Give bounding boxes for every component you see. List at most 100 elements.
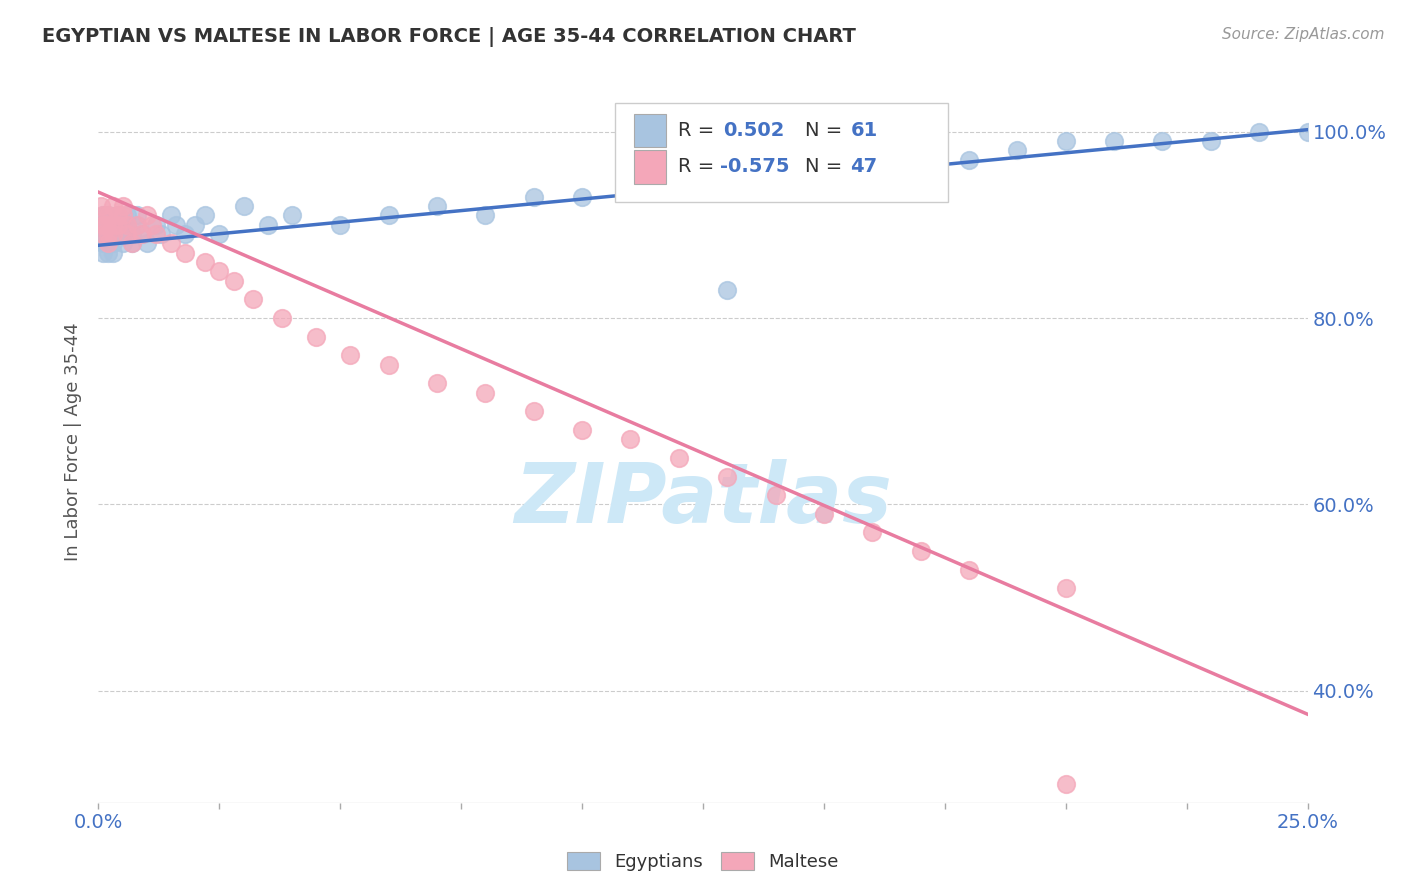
Point	[523, 404, 546, 418]
Point	[150, 227, 173, 241]
Point	[97, 245, 120, 260]
Point	[174, 227, 197, 241]
Point	[1199, 134, 1222, 148]
Point	[194, 255, 217, 269]
Point	[135, 209, 157, 223]
Point	[121, 227, 143, 241]
FancyBboxPatch shape	[614, 103, 949, 202]
Point	[101, 236, 124, 251]
Point	[111, 236, 134, 251]
Point	[160, 209, 183, 223]
Point	[117, 218, 139, 232]
Point	[194, 209, 217, 223]
Point	[145, 227, 167, 241]
Point	[127, 209, 149, 223]
Point	[716, 469, 738, 483]
Point	[474, 385, 496, 400]
Point	[94, 236, 117, 251]
Text: ZIPatlas: ZIPatlas	[515, 458, 891, 540]
Point	[107, 209, 129, 223]
Point	[716, 171, 738, 186]
Point	[141, 218, 163, 232]
Point	[222, 274, 245, 288]
Point	[91, 209, 114, 223]
Point	[242, 293, 264, 307]
Point	[101, 227, 124, 241]
Point	[117, 218, 139, 232]
Point	[111, 227, 134, 241]
Point	[523, 190, 546, 204]
Point	[101, 218, 124, 232]
Point	[910, 544, 932, 558]
Point	[121, 236, 143, 251]
Point	[1054, 582, 1077, 596]
Text: R =: R =	[678, 121, 720, 140]
Point	[107, 218, 129, 232]
Point	[97, 209, 120, 223]
Point	[127, 218, 149, 232]
Point	[426, 199, 449, 213]
Text: N =: N =	[804, 158, 848, 177]
Point	[117, 209, 139, 223]
Point	[339, 348, 361, 362]
Point	[208, 227, 231, 241]
Point	[571, 190, 593, 204]
Point	[813, 507, 835, 521]
Point	[813, 161, 835, 176]
Point	[91, 227, 114, 241]
Point	[860, 525, 883, 540]
Point	[1152, 134, 1174, 148]
Point	[97, 236, 120, 251]
Point	[1296, 124, 1319, 138]
Point	[131, 227, 153, 241]
Point	[127, 218, 149, 232]
Point	[765, 488, 787, 502]
Point	[619, 180, 641, 194]
Text: -0.575: -0.575	[720, 158, 789, 177]
Point	[107, 227, 129, 241]
Point	[668, 450, 690, 465]
Text: 61: 61	[851, 121, 877, 140]
Point	[91, 218, 114, 232]
Point	[1102, 134, 1125, 148]
Text: Source: ZipAtlas.com: Source: ZipAtlas.com	[1222, 27, 1385, 42]
Point	[121, 236, 143, 251]
Point	[1007, 143, 1029, 157]
Point	[281, 209, 304, 223]
Point	[90, 218, 112, 232]
Point	[426, 376, 449, 391]
Point	[131, 227, 153, 241]
Point	[101, 218, 124, 232]
Point	[329, 218, 352, 232]
Point	[377, 358, 399, 372]
Point	[101, 245, 124, 260]
Point	[101, 199, 124, 213]
Point	[97, 209, 120, 223]
Point	[94, 227, 117, 241]
Point	[232, 199, 254, 213]
Point	[256, 218, 278, 232]
Point	[160, 236, 183, 251]
Point	[97, 236, 120, 251]
Legend: Egyptians, Maltese: Egyptians, Maltese	[560, 845, 846, 879]
Point	[571, 423, 593, 437]
Point	[91, 227, 114, 241]
Point	[97, 218, 120, 232]
Point	[117, 227, 139, 241]
Point	[184, 218, 207, 232]
Point	[101, 227, 124, 241]
Point	[174, 245, 197, 260]
Point	[716, 283, 738, 297]
FancyBboxPatch shape	[634, 114, 665, 147]
Point	[208, 264, 231, 278]
Point	[165, 218, 187, 232]
Point	[111, 199, 134, 213]
Point	[377, 209, 399, 223]
Point	[91, 245, 114, 260]
Text: N =: N =	[804, 121, 848, 140]
FancyBboxPatch shape	[634, 151, 665, 184]
Point	[91, 209, 114, 223]
Point	[910, 153, 932, 167]
Point	[271, 311, 294, 326]
Text: EGYPTIAN VS MALTESE IN LABOR FORCE | AGE 35-44 CORRELATION CHART: EGYPTIAN VS MALTESE IN LABOR FORCE | AGE…	[42, 27, 856, 46]
